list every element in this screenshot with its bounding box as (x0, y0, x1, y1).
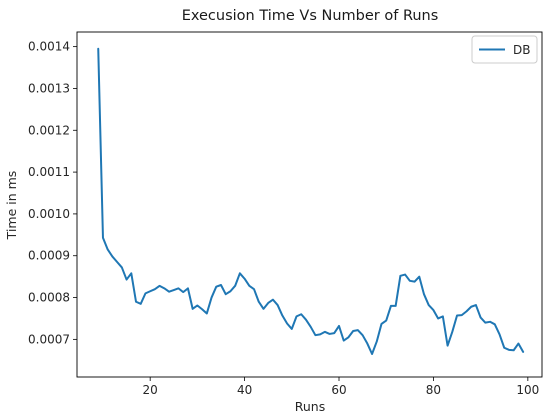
y-tick-label: 0.0010 (28, 207, 70, 221)
y-tick-label: 0.0013 (28, 81, 70, 95)
chart-title: Execusion Time Vs Number of Runs (182, 8, 439, 24)
series-line-db (97, 47, 525, 355)
y-tick-label: 0.0014 (28, 40, 70, 54)
x-axis-label: Runs (295, 399, 325, 414)
x-tick-label: 60 (331, 383, 346, 397)
legend-label-db: DB (513, 43, 530, 57)
x-tick-label: 20 (143, 383, 158, 397)
y-tick-label: 0.0009 (28, 249, 70, 263)
x-tick-label: 100 (516, 383, 539, 397)
series-layer (97, 47, 525, 355)
plot-frame (76, 31, 543, 378)
x-tick-label: 40 (237, 383, 252, 397)
x-axis: 20 40 60 80 100 (143, 377, 539, 397)
y-axis: 0.0007 0.0008 0.0009 0.0010 0.0011 0.0012 0.00… (28, 40, 77, 346)
y-tick-label: 0.0011 (28, 165, 70, 179)
plot-area (76, 31, 543, 378)
y-tick-label: 0.0008 (28, 291, 70, 305)
y-tick-label: 0.0012 (28, 123, 70, 137)
legend: DB (471, 35, 538, 64)
x-tick-label: 80 (426, 383, 441, 397)
y-axis-label: Time in ms (4, 171, 19, 241)
y-tick-label: 0.0007 (28, 332, 70, 346)
